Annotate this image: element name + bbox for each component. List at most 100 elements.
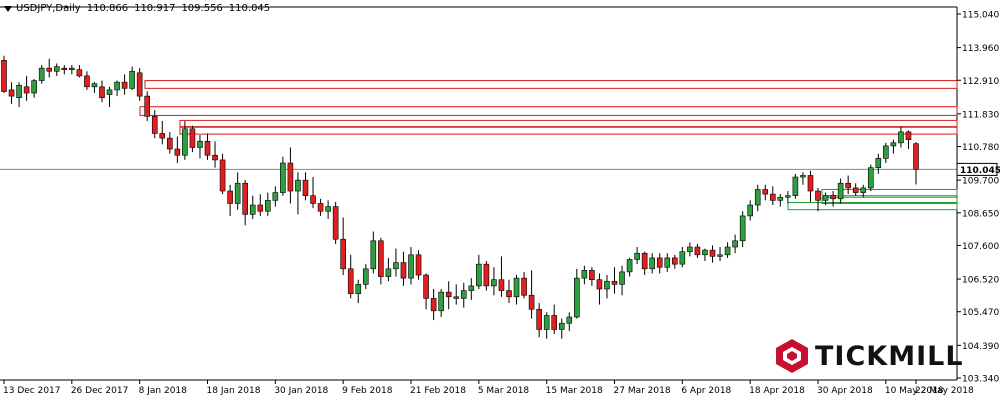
candle <box>272 186 279 207</box>
candle-body <box>875 158 882 168</box>
candle-body <box>23 86 30 94</box>
candle <box>611 267 618 294</box>
candle <box>483 261 490 291</box>
tickmill-logo: TICKMILL <box>775 338 964 374</box>
candle-body <box>890 142 897 147</box>
candle <box>408 247 414 285</box>
candle <box>649 253 655 274</box>
candle-body <box>378 240 384 277</box>
candle <box>325 200 331 220</box>
candle-body <box>822 195 829 201</box>
candle-body <box>355 284 362 294</box>
candle <box>777 194 784 207</box>
price-tick-label: 104.390 <box>962 342 999 352</box>
candle <box>890 139 897 154</box>
resistance-zone-0 <box>144 80 958 89</box>
candle-body <box>99 86 105 98</box>
candle-body <box>295 179 301 192</box>
ohlc-low: 109.556 <box>181 3 223 14</box>
candle <box>189 125 196 153</box>
candle <box>837 178 844 204</box>
candle-body <box>408 254 414 279</box>
candle-body <box>144 95 151 117</box>
candle <box>528 270 535 319</box>
candle <box>242 180 248 226</box>
price-tick-label: 115.040 <box>962 11 999 21</box>
candle-body <box>521 277 527 296</box>
candle-body <box>438 291 444 312</box>
candle <box>536 303 542 338</box>
price-tick-label: 110.780 <box>962 143 999 153</box>
candle <box>754 184 761 212</box>
candle <box>513 275 520 305</box>
candle <box>679 247 686 268</box>
candle <box>438 289 444 318</box>
tickmill-logo-icon <box>776 339 808 373</box>
candle <box>295 172 301 215</box>
candle-body <box>762 189 769 195</box>
candle <box>792 173 799 199</box>
time-tick-label: 5 Mar 2018 <box>478 386 530 396</box>
candle <box>800 172 806 185</box>
candle <box>867 164 874 192</box>
candle-body <box>46 67 53 72</box>
candle-body <box>589 270 595 280</box>
candle-body <box>325 206 331 212</box>
candle-body <box>69 67 75 70</box>
price-tick-label: 107.600 <box>962 242 999 252</box>
candle <box>69 65 75 75</box>
candle-body <box>785 195 791 198</box>
candle <box>61 65 68 75</box>
candle-body <box>219 159 226 192</box>
candle-body <box>242 182 248 215</box>
candle <box>694 243 701 258</box>
candle <box>227 184 233 216</box>
candle <box>114 80 120 97</box>
candle <box>822 192 829 206</box>
candle-body <box>182 128 188 156</box>
candle-body <box>189 128 196 148</box>
price-tick-label: 113.960 <box>962 44 999 54</box>
candle-body <box>626 259 633 273</box>
candle <box>785 191 791 204</box>
candle <box>16 82 22 108</box>
candle <box>385 257 392 282</box>
candle-body <box>483 263 490 287</box>
candle-body <box>717 254 723 257</box>
candle-body <box>114 81 120 91</box>
candle-body <box>845 182 851 189</box>
candle-body <box>883 145 889 159</box>
candle <box>23 75 30 101</box>
logo-wordmark: TICKMILL <box>815 340 964 372</box>
candle-body <box>739 215 746 242</box>
candle <box>136 68 143 101</box>
candle <box>883 142 889 164</box>
candle <box>167 131 173 154</box>
candle <box>468 278 475 300</box>
dropdown-triangle-icon[interactable] <box>4 5 12 12</box>
candle-body <box>551 315 558 330</box>
support-zone-4 <box>821 188 958 197</box>
candle <box>423 273 429 310</box>
candle-body <box>212 154 218 161</box>
candle-body <box>702 249 708 256</box>
candle <box>355 279 362 304</box>
candle-body <box>604 280 610 290</box>
candle <box>99 80 105 103</box>
candle-body <box>543 315 550 330</box>
candle-body <box>61 67 68 70</box>
candle-body <box>106 89 113 95</box>
candle <box>249 195 256 220</box>
candle <box>656 253 663 274</box>
candle <box>453 284 460 305</box>
candle-body <box>769 193 776 201</box>
current-price-label: 110.045 <box>960 166 1000 176</box>
candle-body <box>754 189 761 206</box>
time-tick-label: 9 Feb 2018 <box>342 386 393 396</box>
candle <box>905 130 912 150</box>
candle-body <box>197 140 203 148</box>
candle <box>830 191 836 207</box>
candle-body <box>317 203 324 212</box>
